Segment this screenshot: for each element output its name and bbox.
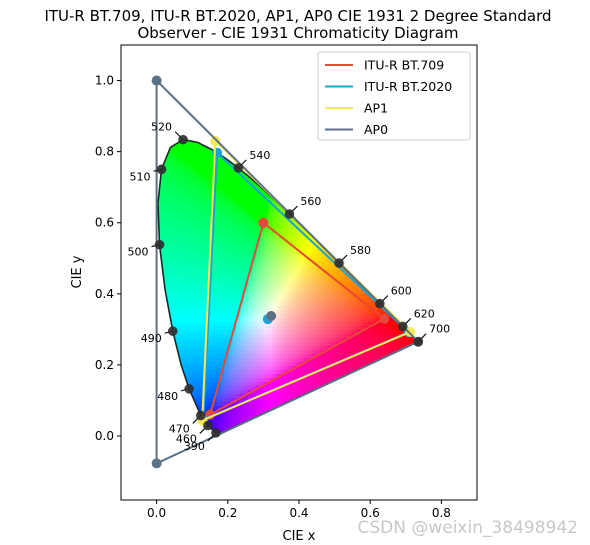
y-tick-label: 0.2: [95, 358, 114, 372]
chromaticity-colour-fill: [158, 139, 419, 435]
gamut-ap1-vertex-1: [210, 135, 221, 146]
wavelength-label-600: 600: [391, 285, 412, 298]
wavelength-point-620: [397, 321, 408, 332]
y-tick-label: 0.8: [95, 145, 114, 159]
wavelength-point-600: [375, 298, 385, 309]
wavelength-point-500: [154, 239, 165, 250]
y-tick-label: 1.0: [95, 74, 114, 88]
wavelength-point-490: [167, 326, 178, 336]
gamut-ap0-vertex-1: [151, 75, 162, 86]
wavelength-label-540: 540: [249, 149, 270, 162]
wavelength-label-490: 490: [141, 332, 162, 345]
wavelength-label-390: 390: [184, 440, 205, 453]
gamut-itu-r-bt-709-vertex-1: [258, 217, 269, 228]
legend-label-itu-r-bt-2020: ITU-R BT.2020: [364, 79, 452, 94]
gamut-itu-r-bt-709: [208, 220, 387, 417]
x-tick-label: 0.2: [218, 506, 237, 520]
legend-label-itu-r-bt-709: ITU-R BT.709: [364, 58, 444, 73]
y-tick-label: 0.0: [95, 429, 114, 443]
legend-box: [317, 51, 471, 141]
wavelength-label-480: 480: [157, 390, 178, 403]
legend-label-ap0: AP0: [364, 122, 388, 137]
x-axis-label: CIE x: [283, 529, 316, 544]
legend-label-ap1: AP1: [364, 101, 388, 116]
watermark-text: CSDN @weixin_38498942: [357, 518, 578, 538]
chart-title-line-2: Observer - CIE 1931 Chromaticity Diagram: [137, 24, 458, 42]
wavelength-point-460: [203, 420, 213, 431]
wavelength-label-560: 560: [300, 195, 321, 208]
y-tick-label: 0.6: [95, 216, 114, 230]
x-tick-label: 0.6: [361, 506, 380, 520]
wavelength-point-480: [184, 384, 194, 394]
x-tick-label: 0.4: [289, 506, 308, 520]
y-axis-label: CIE y: [70, 255, 85, 288]
x-axis-ticks: 0.0 0.2 0.4 0.6 0.8: [147, 500, 451, 520]
wavelength-point-560: [284, 209, 295, 219]
legend: ITU-R BT.709 ITU-R BT.2020 AP1 AP0: [317, 51, 471, 141]
gamut-itu-r-bt-709-vertex-0: [379, 313, 390, 324]
wavelength-point-390: [211, 428, 221, 438]
gamut-ap1-vertex-0: [405, 326, 416, 337]
wavelength-label-510: 510: [130, 170, 151, 183]
wavelength-point-540: [233, 163, 244, 173]
wavelength-point-700: [413, 336, 423, 347]
wavelength-label-460: 460: [176, 432, 197, 445]
whitepoint-ap0: [266, 310, 277, 321]
gamut-ap0-vertex-2: [151, 458, 162, 469]
y-tick-label: 0.4: [95, 287, 114, 301]
wavelength-point-470: [195, 410, 206, 421]
wavelength-point-520: [178, 134, 188, 145]
wavelength-label-500: 500: [128, 246, 149, 259]
chart-title-line-1: ITU-R BT.709, ITU-R BT.2020, AP1, AP0 CI…: [44, 7, 551, 25]
wavelength-point-510: [156, 164, 167, 175]
wavelength-label-580: 580: [350, 244, 371, 257]
wavelength-label-520: 520: [151, 121, 172, 134]
wavelength-label-700: 700: [429, 323, 450, 336]
x-tick-label: 0.8: [432, 506, 451, 520]
wavelength-label-620: 620: [414, 307, 435, 320]
wavelength-label-470: 470: [169, 422, 190, 435]
wavelength-point-580: [334, 258, 344, 268]
x-tick-label: 0.0: [147, 506, 166, 520]
y-axis-ticks: 0.0 0.2 0.4 0.6 0.8 1.0: [95, 74, 121, 443]
